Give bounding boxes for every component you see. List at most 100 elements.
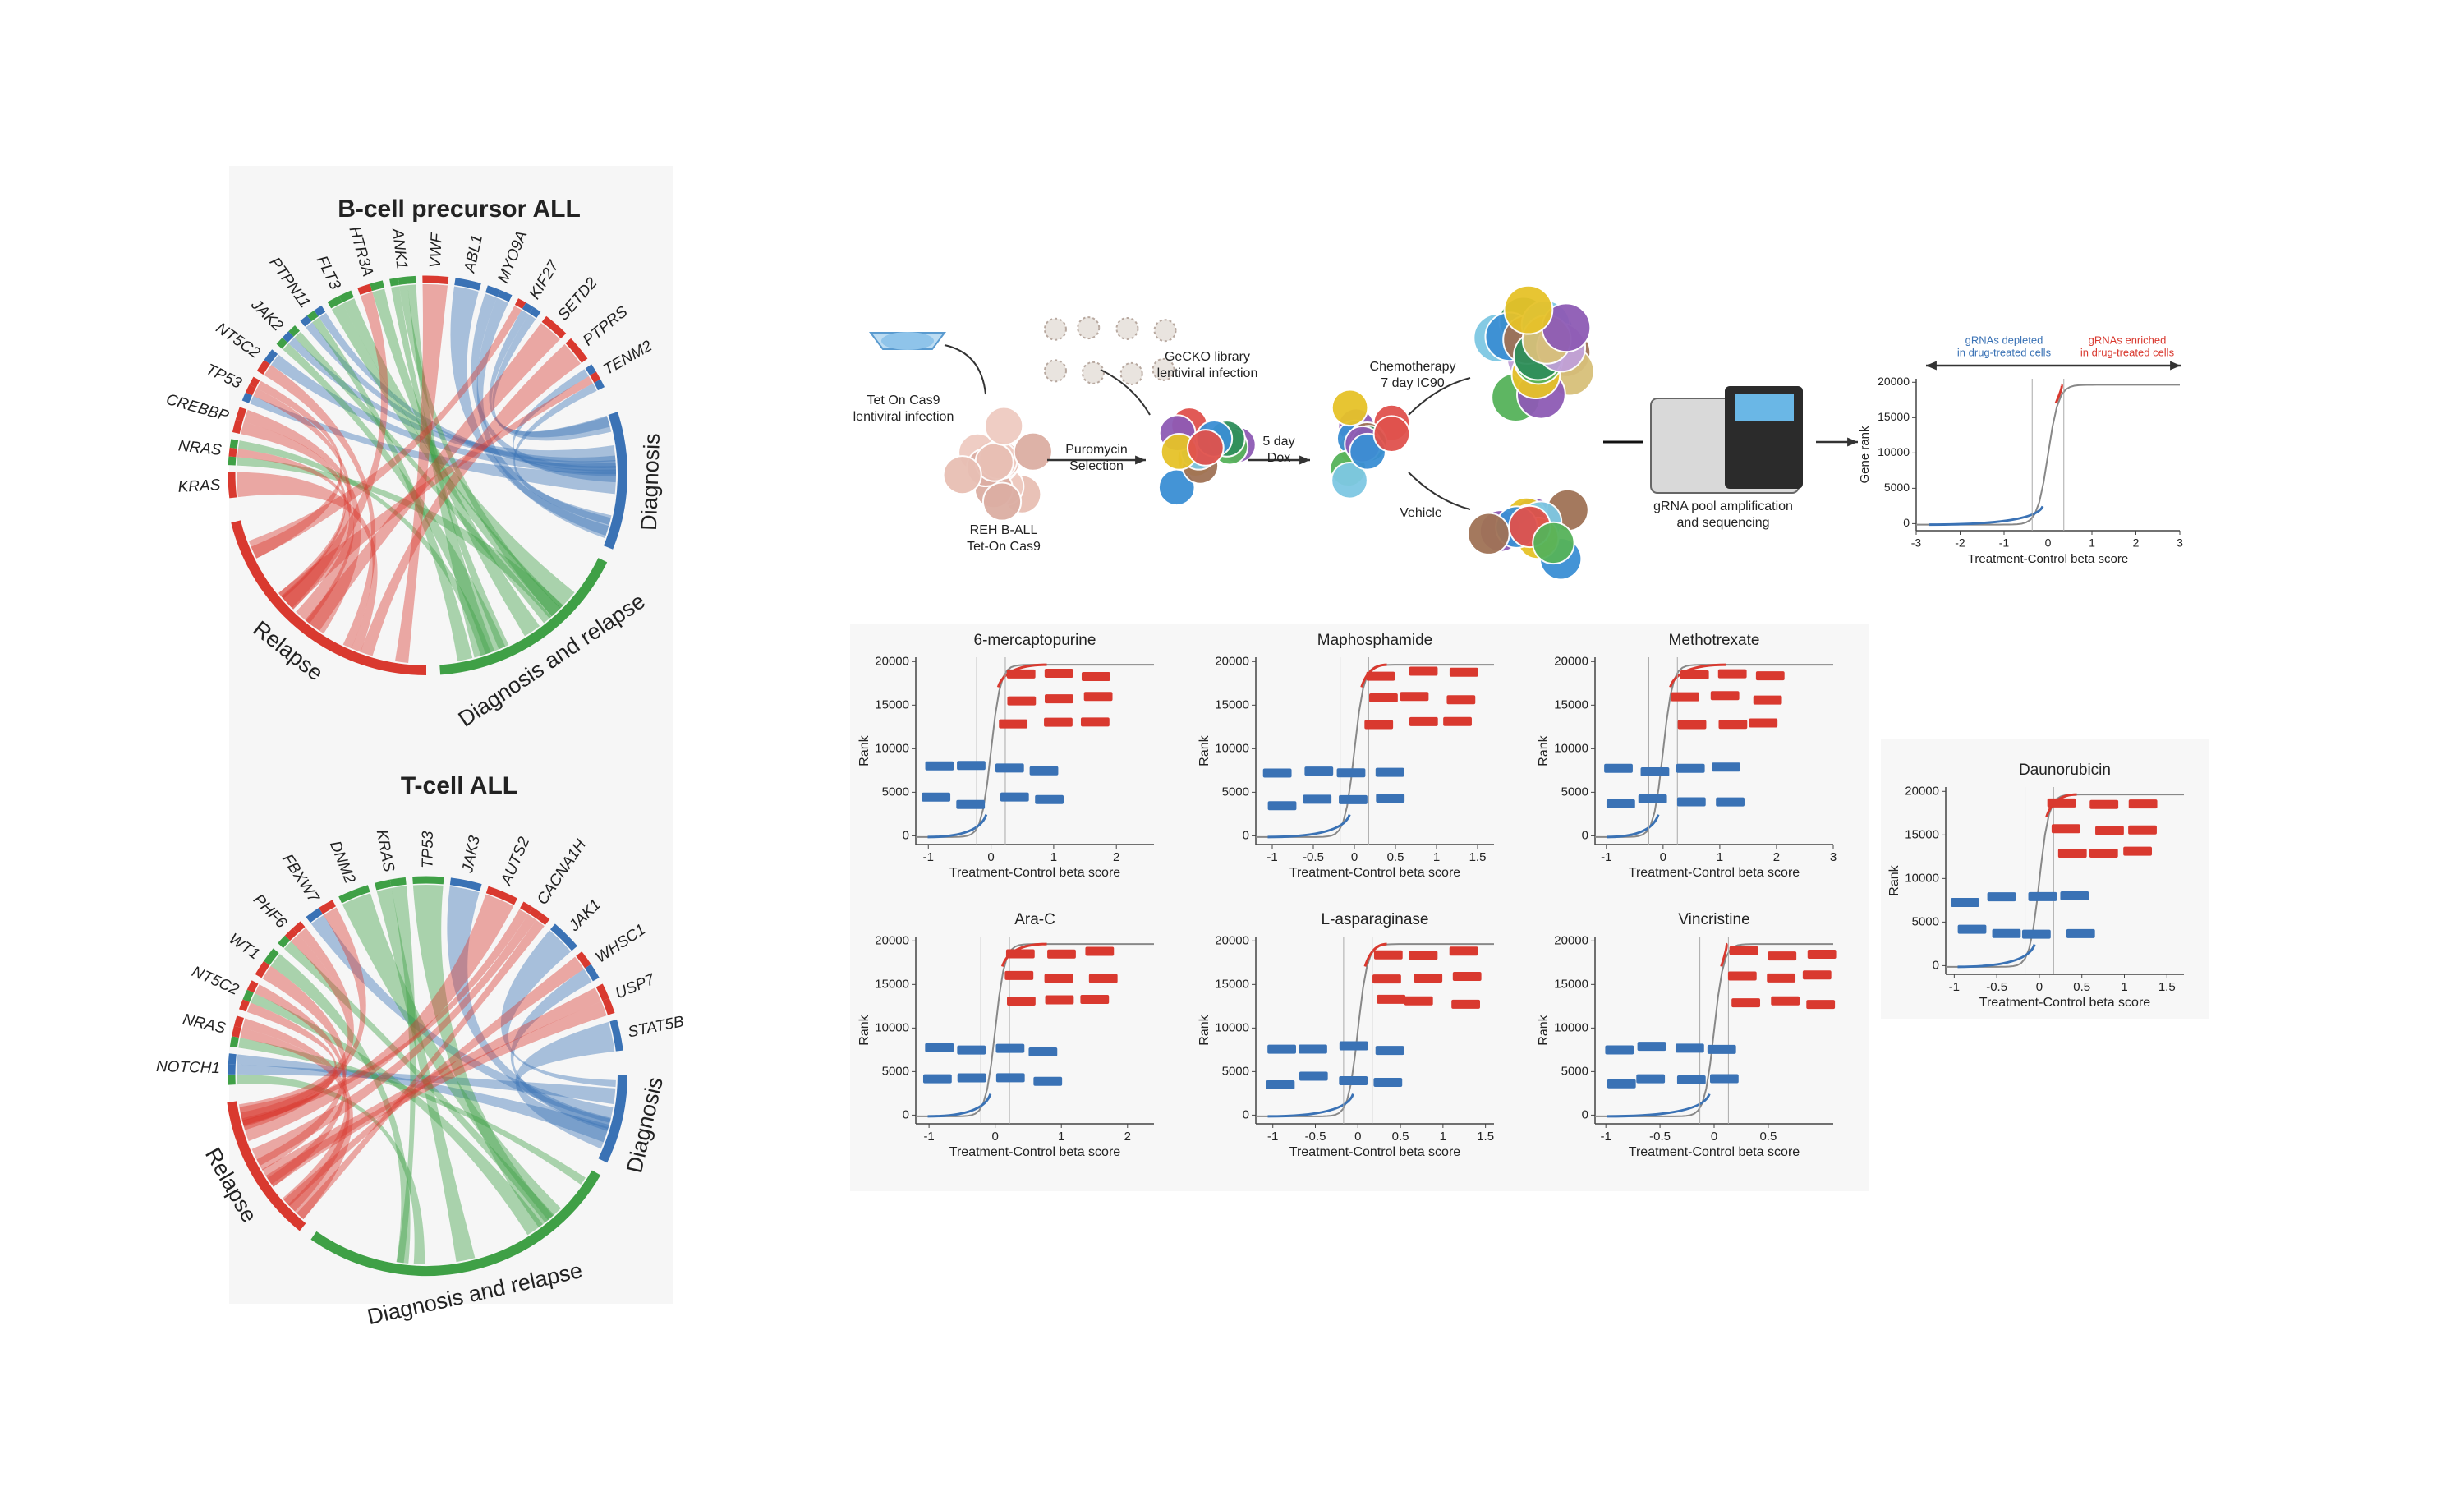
gene-box-enriched [1080, 717, 1110, 727]
x-tick-label: 1 [1440, 1130, 1446, 1144]
ribbon [237, 449, 355, 624]
gene-box-depleted [1375, 1046, 1404, 1056]
gene-box-depleted [1267, 1044, 1296, 1054]
x-tick-label: -1 [1601, 850, 1611, 864]
ribbon [237, 1054, 609, 1143]
rank-curve-depleted [927, 813, 988, 839]
ribbon [241, 894, 514, 1142]
ribbon [283, 343, 506, 655]
y-tick-label: 15000 [1878, 410, 1910, 423]
y-tick-label: 15000 [1215, 977, 1249, 991]
workflow-label: Tet-On Cas9 [967, 540, 1041, 554]
gene-box-depleted [995, 763, 1024, 773]
y-tick-label: 5000 [1884, 481, 1910, 494]
x-axis-label: Treatment-Control beta score [1979, 996, 2150, 1010]
y-tick-label: 5000 [1561, 1064, 1588, 1078]
gene-box-depleted [1303, 794, 1332, 804]
ribbon [471, 293, 616, 483]
x-tick-label: -1 [923, 850, 934, 864]
y-tick-label: 15000 [1215, 697, 1249, 711]
gene-arc [282, 331, 294, 343]
gene-box-enriched [1004, 970, 1034, 980]
group-arc [227, 1101, 306, 1231]
gene-box-depleted [1712, 762, 1740, 772]
gene-box-enriched [1677, 720, 1707, 730]
gene-arc [232, 1025, 241, 1038]
cell [984, 406, 1024, 446]
ribbon [270, 954, 411, 1264]
x-axis-label: Treatment-Control beta score [949, 1145, 1120, 1159]
gene-box-depleted [1373, 1078, 1403, 1088]
gene-arc [549, 923, 577, 951]
enriched-arrow-head [2170, 361, 2181, 371]
group-arc [598, 1074, 627, 1163]
gene-arc [520, 901, 533, 914]
gene-box-depleted [1607, 1079, 1636, 1089]
ribbon [306, 322, 616, 468]
gene-box-depleted [925, 761, 954, 771]
ribbon [372, 288, 540, 637]
y-tick-label: 20000 [1215, 654, 1249, 668]
y-tick-label: 10000 [1905, 871, 1939, 885]
rank-curve-depleted [1267, 813, 1351, 839]
y-tick-label: 0 [903, 828, 909, 842]
y-axis-label: Rank [1198, 1014, 1211, 1045]
ribbon [512, 369, 616, 476]
workflow-label: GeCKO library [1165, 350, 1250, 364]
gene-arc [256, 359, 270, 375]
y-tick-label: 5000 [882, 785, 909, 799]
gene-arc [370, 280, 384, 292]
chord-title: B-cell precursor ALL [338, 196, 581, 223]
gene-arc [454, 278, 481, 291]
group-arc [439, 558, 608, 675]
depleted-arrow-head [1926, 361, 1937, 371]
gene-arc [319, 900, 336, 914]
gene-box-enriched [1729, 946, 1758, 955]
gene-box-depleted [1638, 794, 1667, 804]
workflow-label: lentiviral infection [853, 410, 954, 424]
cell [942, 455, 982, 495]
ribbon [360, 343, 581, 656]
sequencer-screen [1735, 394, 1794, 421]
group-arc [604, 412, 627, 550]
ribbon [476, 297, 611, 539]
workflow-label: REH B-ALL [970, 523, 1038, 537]
plot-title: Methotrexate [1669, 632, 1760, 649]
gene-box-depleted [1709, 1074, 1739, 1084]
x-tick-label: 0 [987, 850, 994, 864]
x-tick-label: 1 [2089, 536, 2095, 550]
cell [1331, 389, 1369, 427]
x-tick-label: -1 [1267, 1130, 1278, 1144]
y-axis-label: Gene rank [1858, 426, 1872, 484]
ribbon [261, 987, 602, 1185]
y-tick-label: 10000 [1215, 741, 1249, 755]
gene-arc [595, 983, 609, 1001]
virus [1115, 316, 1139, 340]
y-axis-label: Rank [857, 1014, 871, 1045]
gene-arc [241, 392, 253, 403]
gene-box-depleted [1028, 1047, 1058, 1056]
rank-curve-depleted [1607, 1093, 1711, 1118]
gene-arc [249, 376, 260, 389]
gene-box-enriched [1414, 974, 1443, 983]
gene-box-enriched [1767, 973, 1796, 983]
gene-box-enriched [1373, 950, 1403, 960]
gene-arc [609, 1019, 623, 1052]
gene-arc [522, 302, 534, 314]
gene-box-enriched [1372, 974, 1401, 984]
ribbon [312, 317, 473, 661]
gene-arc [245, 384, 256, 396]
gene-label: VWF [427, 232, 446, 269]
gene-box-enriched [1366, 671, 1395, 681]
ribbon [237, 1064, 616, 1105]
rank-curve-enriched [1720, 942, 1728, 967]
y-tick-label: 0 [903, 1107, 909, 1121]
y-tick-label: 10000 [1215, 1020, 1249, 1034]
gene-box-enriched [1005, 949, 1035, 959]
ribbons [237, 284, 617, 663]
workflow-label: Selection [1069, 459, 1124, 473]
y-tick-label: 5000 [1561, 785, 1588, 799]
gene-arc [514, 298, 526, 310]
